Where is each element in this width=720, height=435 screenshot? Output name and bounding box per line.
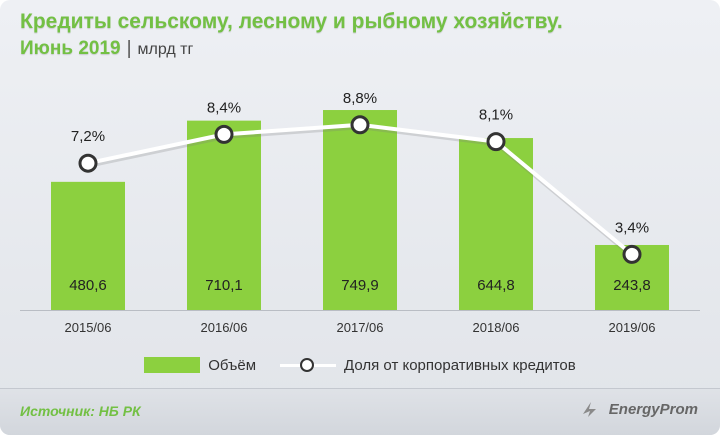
line-value-label: 8,1%	[479, 107, 513, 124]
legend-line-swatch	[280, 358, 337, 372]
footer: Источник: НБ РК EnergyProm	[0, 388, 720, 435]
line-value-label: 7,2%	[71, 128, 105, 145]
subtitle-separator: |	[126, 38, 132, 59]
legend-line-label: Доля от корпоративных кредитов	[344, 356, 576, 374]
line-marker	[78, 153, 98, 173]
x-tick-labels-group: 2015/06 2016/06 2017/06 2018/06 2019/06	[65, 320, 656, 335]
bar	[459, 138, 533, 310]
line-marker	[350, 115, 370, 135]
line-marker	[622, 244, 642, 264]
legend-item-line: Доля от корпоративных кредитов	[280, 357, 576, 374]
bar-value-label: 710,1	[205, 277, 243, 294]
x-tick-label: 2018/06	[473, 320, 520, 335]
bars-group	[51, 110, 669, 310]
source-note: Источник: НБ РК	[20, 403, 141, 419]
x-tick-label: 2019/06	[609, 320, 656, 335]
bar	[187, 120, 261, 310]
bar	[323, 110, 397, 310]
logo-text: EnergyProm	[608, 400, 698, 418]
legend-bar-swatch	[144, 357, 201, 373]
chart-title: Кредиты сельскому, лесному и рыбному хоз…	[20, 10, 563, 33]
bar-value-label: 749,9	[341, 277, 379, 294]
x-tick-label: 2017/06	[337, 320, 384, 335]
brand-logo: EnergyProm	[579, 400, 698, 418]
bar-value-label: 480,6	[69, 277, 107, 294]
bar-labels-group: 480,6 710,1 749,9 644,8 243,8	[69, 277, 651, 294]
legend-item-bar: Объём	[144, 357, 256, 374]
line-value-label: 8,8%	[343, 90, 377, 107]
line-value-label: 3,4%	[615, 219, 649, 236]
x-tick-label: 2016/06	[201, 320, 248, 335]
legend-bar-label: Объём	[208, 356, 257, 374]
bar-value-label: 644,8	[477, 277, 515, 294]
bar	[51, 181, 125, 310]
chart-subtitle: Июнь 2019 | млрд тг	[20, 36, 193, 63]
line-value-label: 8,4%	[207, 99, 241, 116]
unit-label: млрд тг	[137, 41, 194, 58]
line-marker	[214, 124, 234, 144]
chart-legend: Объём Доля от корпоративных кредитов	[0, 350, 720, 380]
period-label: Июнь 2019	[20, 38, 121, 59]
x-tick-label: 2015/06	[65, 320, 112, 335]
bar-value-label: 243,8	[613, 277, 651, 294]
logo-icon	[582, 402, 596, 417]
line-marker	[486, 132, 506, 152]
